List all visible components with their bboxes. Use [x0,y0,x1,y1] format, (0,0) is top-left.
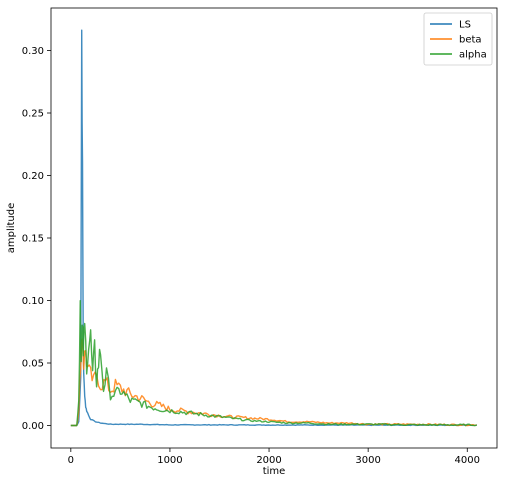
y-tick-label: 0.10 [22,296,44,307]
legend-label-LS: LS [459,20,471,31]
y-axis-label: amplitude [6,203,17,254]
x-tick-label: 4000 [455,455,480,466]
x-tick-label: 0 [68,455,74,466]
y-axis: 0.00 0.05 0.10 0.15 0.20 0.25 0.30 [22,46,51,432]
series-line-beta [70,338,477,427]
x-tick-label: 2000 [256,455,281,466]
y-tick-label: 0.20 [22,171,44,182]
plot-background [51,8,497,448]
y-tick-label: 0.05 [22,359,44,370]
legend-box [423,12,493,66]
y-tick-label: 0.25 [22,109,44,120]
legend-label-beta: beta [459,35,482,46]
plot-frame [50,7,498,449]
x-axis-label: time [263,466,286,477]
y-tick-label: 0.15 [22,234,44,245]
series-layer [70,29,478,427]
x-axis: 0 1000 2000 3000 4000 [68,448,480,466]
legend: LS beta alpha [423,12,493,66]
x-tick-label: 1000 [157,455,182,466]
y-tick-label: 0.30 [22,46,44,57]
x-tick-label: 3000 [355,455,380,466]
y-tick-label: 0.00 [22,421,44,432]
series-line-alpha [70,300,478,427]
legend-label-alpha: alpha [459,50,487,61]
